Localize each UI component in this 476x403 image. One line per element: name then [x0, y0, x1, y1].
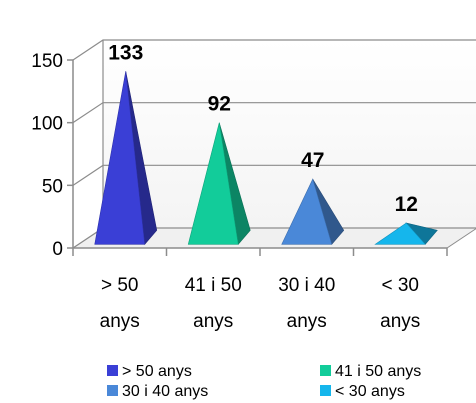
data-label: 47: [301, 149, 324, 172]
pyramid-front-face: [94, 71, 146, 245]
legend-swatch: [107, 365, 118, 376]
pyramid-front-face: [374, 222, 426, 245]
pyramid-front-face: [281, 178, 333, 245]
data-label: 12: [395, 193, 418, 216]
legend-label: < 30 anys: [335, 383, 405, 400]
y-tick-label: 50: [42, 176, 63, 197]
y-tick-label: 150: [31, 51, 63, 72]
legend-item: 41 i 50 anys: [320, 363, 421, 380]
legend-label: > 50 anys: [122, 363, 192, 380]
legend-swatch: [320, 365, 331, 376]
pyramid-bar: [94, 71, 158, 246]
category-label-line2: anys: [100, 311, 140, 332]
category-label: 41 i 50: [185, 275, 242, 296]
category-label: < 30: [381, 275, 419, 296]
category-label-line2: anys: [380, 311, 420, 332]
legend-item: > 50 anys: [107, 363, 192, 380]
back-wall: [103, 40, 476, 228]
legend-swatch: [107, 385, 118, 396]
category-label-line2: anys: [287, 311, 327, 332]
legend-item: < 30 anys: [320, 383, 405, 400]
legend-swatch: [320, 385, 331, 396]
y-tick-label: 100: [31, 114, 63, 135]
legend-label: 41 i 50 anys: [335, 363, 421, 380]
legend-item: 30 i 40 anys: [107, 383, 208, 400]
category-label: 30 i 40: [278, 275, 335, 296]
pyramid-bar: [281, 178, 345, 245]
data-label: 133: [108, 41, 143, 64]
pyramid-bar: [374, 222, 438, 245]
legend-label: 30 i 40 anys: [122, 383, 208, 400]
category-label: > 50: [101, 275, 139, 296]
data-label: 92: [208, 93, 231, 116]
pyramid-front-face: [187, 122, 239, 245]
y-tick-label: 0: [52, 239, 63, 260]
category-label-line2: anys: [193, 311, 233, 332]
pyramid-bar: [187, 122, 251, 245]
